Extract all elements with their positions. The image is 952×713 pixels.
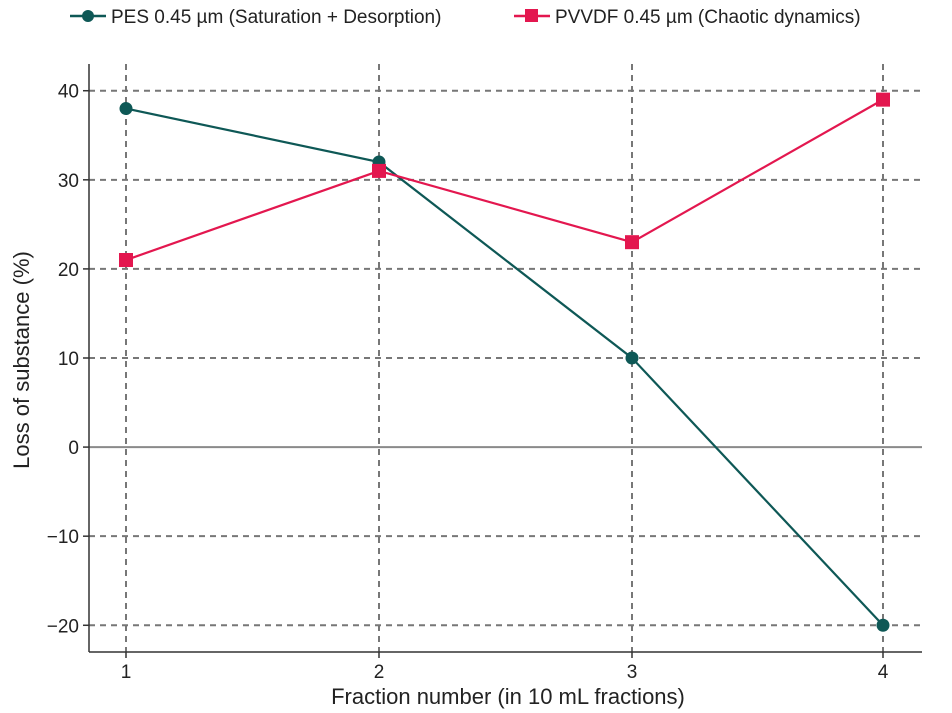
data-point-pvvdf	[876, 92, 890, 107]
series-line-pes	[125, 107, 884, 627]
x-tick-labels: 1 2 3 4	[121, 652, 889, 683]
y-tick-label: 40	[58, 82, 79, 103]
y-tick-label: 20	[58, 260, 79, 281]
y-tick-label: −10	[47, 527, 79, 548]
data-point-pvvdf	[119, 253, 133, 267]
data-point-pes	[625, 351, 639, 365]
y-axis-title: Loss of substance (%)	[9, 251, 34, 469]
x-tick-label: 4	[878, 662, 889, 683]
x-tick-label: 2	[374, 662, 385, 683]
y-tick-label: 10	[58, 349, 79, 370]
data-point-pes	[119, 102, 133, 116]
series-lines	[119, 92, 890, 632]
legend-pes-marker	[82, 10, 94, 22]
x-tick-label: 3	[627, 662, 638, 683]
legend-pes-label: PES 0.45 µm (Saturation + Desorption)	[111, 7, 441, 28]
legend: PES 0.45 µm (Saturation + Desorption) PV…	[70, 7, 861, 28]
legend-item-pvvdf: PVVDF 0.45 µm (Chaotic dynamics)	[514, 7, 861, 28]
y-tick-label: 0	[68, 438, 79, 459]
y-tick-label: 30	[58, 171, 79, 192]
y-tick-labels: 40 30 20 10 0 −10 −20	[47, 82, 89, 637]
legend-item-pes: PES 0.45 µm (Saturation + Desorption)	[70, 7, 441, 28]
series-line-pvvdf	[125, 98, 884, 262]
legend-pvvdf-marker	[525, 9, 538, 22]
data-point-pvvdf	[625, 235, 639, 250]
gridlines	[89, 64, 922, 652]
x-tick-label: 1	[121, 662, 132, 683]
y-tick-label: −20	[47, 616, 79, 637]
data-point-pes	[876, 618, 890, 632]
legend-pvvdf-label: PVVDF 0.45 µm (Chaotic dynamics)	[555, 7, 861, 28]
data-point-pvvdf	[372, 163, 386, 178]
x-axis-title: Fraction number (in 10 mL fractions)	[331, 684, 685, 709]
